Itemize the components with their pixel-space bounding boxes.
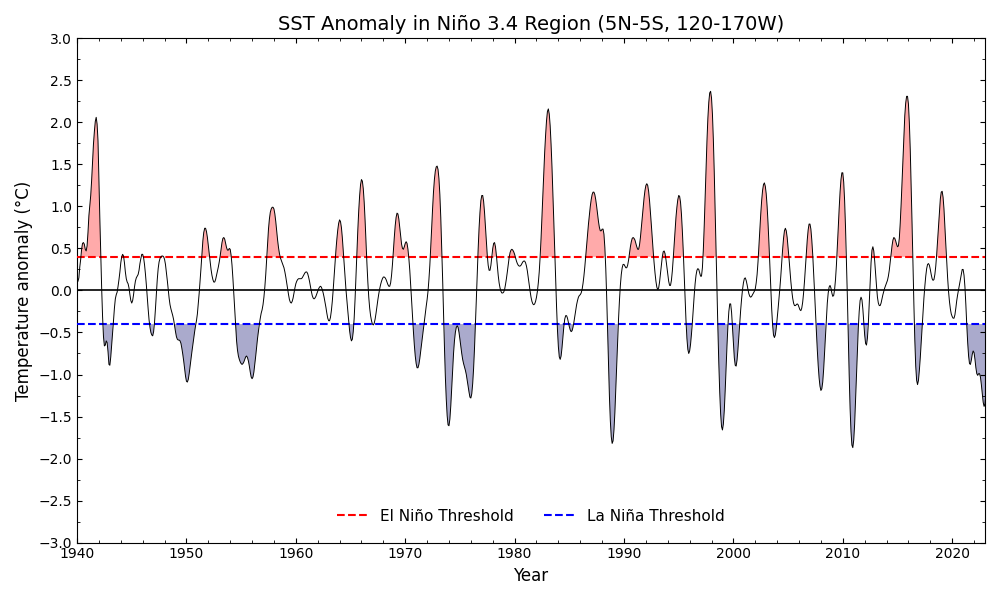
Title: SST Anomaly in Niño 3.4 Region (5N-5S, 120-170W): SST Anomaly in Niño 3.4 Region (5N-5S, 1… — [278, 15, 784, 34]
X-axis label: Year: Year — [513, 567, 549, 585]
Legend: El Niño Threshold, La Niña Threshold: El Niño Threshold, La Niña Threshold — [331, 503, 731, 530]
Y-axis label: Temperature anomaly (°C): Temperature anomaly (°C) — [15, 181, 33, 401]
